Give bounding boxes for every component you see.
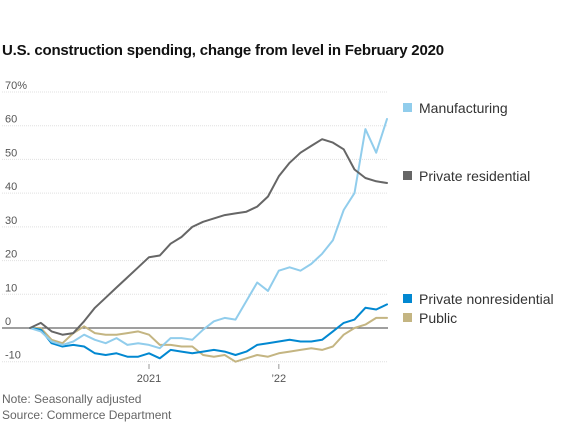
y-tick-label: 50 (5, 147, 17, 159)
y-tick-label: 30 (5, 215, 17, 227)
legend: Manufacturing Private residential Private … (403, 100, 554, 326)
chart-title: U.S. construction spending, change from … (2, 42, 444, 59)
series-line-private-residential (29, 138, 388, 336)
y-tick-label: 10 (5, 282, 17, 294)
legend-swatch-manufacturing (403, 103, 412, 112)
y-tick-label: 0 (5, 316, 11, 328)
series-line-public (29, 316, 388, 363)
y-tick-label: -10 (5, 350, 21, 362)
legend-label-private-residential: Private residential (419, 168, 530, 184)
x-axis-ticks: 2021 ’22 (137, 364, 286, 385)
y-axis-ticks: 70% 60 50 40 30 20 10 0 -10 (5, 80, 27, 362)
chart-source: Source: Commerce Department (2, 408, 172, 422)
legend-label-private-nonresidential: Private nonresidential (419, 291, 554, 307)
legend-swatch-public (403, 313, 412, 322)
y-tick-label: 40 (5, 181, 17, 193)
x-tick-label: 2021 (137, 373, 161, 385)
chart-note: Note: Seasonally adjusted (2, 392, 142, 406)
y-tick-label: 70% (5, 80, 27, 92)
legend-label-public: Public (419, 310, 457, 326)
y-tick-label: 60 (5, 114, 17, 126)
y-tick-label: 20 (5, 249, 17, 261)
legend-swatch-private-residential (403, 171, 412, 180)
series-line-private-nonresidential (29, 303, 388, 360)
legend-swatch-private-nonresidential (403, 294, 412, 303)
gridlines (2, 91, 388, 363)
x-tick-label: ’22 (271, 373, 286, 385)
series-line-manufacturing (29, 118, 388, 350)
legend-label-manufacturing: Manufacturing (419, 100, 508, 116)
series-lines (29, 118, 388, 363)
